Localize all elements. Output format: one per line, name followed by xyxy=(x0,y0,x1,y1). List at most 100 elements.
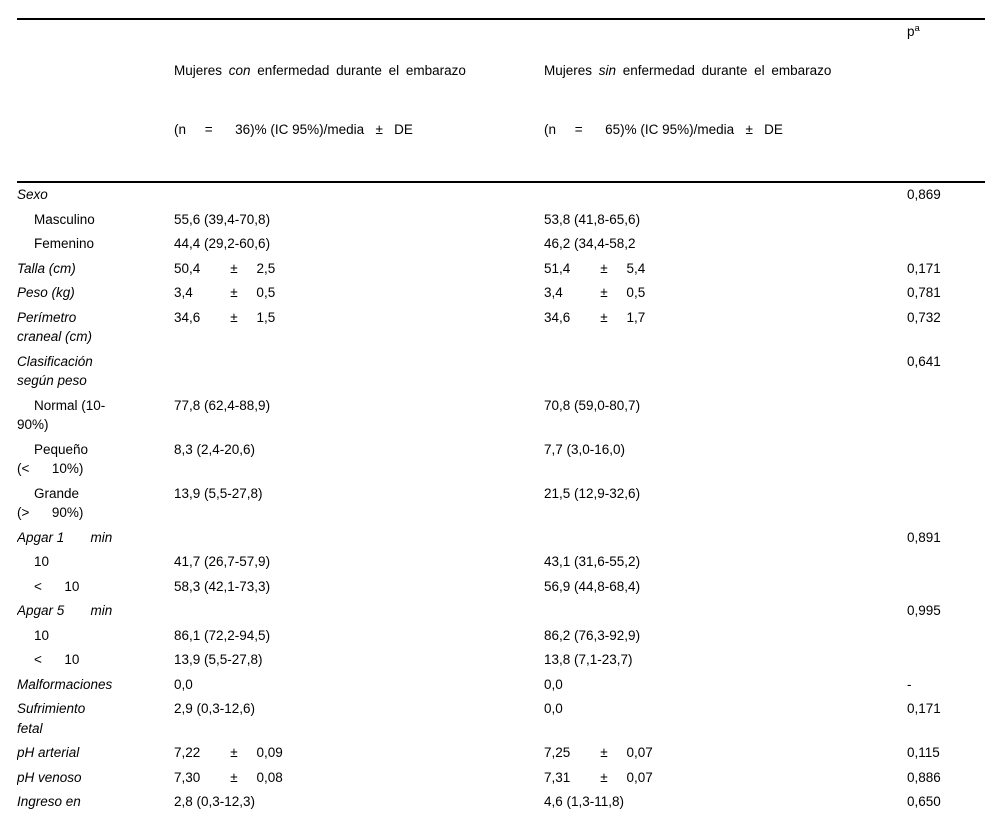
p-value: 0,886 xyxy=(907,769,941,785)
value-sin: 70,8 (59,0-80,7) xyxy=(544,397,641,413)
p-value: 0,891 xyxy=(907,529,941,545)
row-label: < 10 xyxy=(34,652,80,667)
paper-table-page: Mujeres con enfermedad durante el embara… xyxy=(0,18,1000,815)
table-row: 10 41,7 (26,7-57,9) 43,1 (31,6-55,2) xyxy=(17,550,985,575)
value-con: 77,8 (62,4-88,9) xyxy=(174,397,271,413)
row-label: 10 xyxy=(34,627,50,643)
table-row: pH venoso 7,30 ± 0,08 7,31 ± 0,07 0,886 xyxy=(17,766,985,791)
value-sin xyxy=(544,182,907,208)
value-con: 34,6 ± 1,5 xyxy=(174,309,276,325)
table-row: Ingreso en neonatos 2,8 (0,3-12,3) 4,6 (1,… xyxy=(17,790,985,815)
value-sin: 34,6 ± 1,7 xyxy=(544,309,646,325)
table-row: Apgar 5 min 0,995 xyxy=(17,599,985,624)
row-label: pH venoso xyxy=(17,769,82,785)
row-label: Sufrimiento fetal xyxy=(17,701,86,736)
p-value: 0,171 xyxy=(907,701,941,716)
row-label: Masculino xyxy=(34,211,95,227)
header-empty-cell xyxy=(17,19,174,183)
value-sin: 13,8 (7,1-23,7) xyxy=(544,652,633,667)
row-label: Normal (10- 90%) xyxy=(17,397,106,433)
value-con: 2,8 (0,3-12,3) xyxy=(174,794,256,809)
table-row: Talla (cm) 50,4 ± 2,5 51,4 ± 5,4 0,171 xyxy=(17,257,985,282)
value-sin: 46,2 (34,4-58,2 xyxy=(544,236,636,251)
table-row: < 10 58,3 (42,1-73,3) 56,9 (44,8-68,4) xyxy=(17,575,985,600)
header-sin-emphasis: sin xyxy=(598,63,617,78)
row-label: Clasificación según peso xyxy=(17,353,93,389)
header-con-line2: (n = 36)% (IC 95%)/media ± DE xyxy=(174,121,413,137)
row-label: Sexo xyxy=(17,187,48,202)
value-con: 3,4 ± 0,5 xyxy=(174,285,276,300)
row-label: Femenino xyxy=(34,236,95,251)
row-label: Talla (cm) xyxy=(17,260,76,276)
table-row: Masculino 55,6 (39,4-70,8) 53,8 (41,8-65,6… xyxy=(17,208,985,233)
value-con xyxy=(174,182,544,208)
value-con: 55,6 (39,4-70,8) xyxy=(174,211,271,227)
row-label: Grande (> 90%) xyxy=(17,485,84,521)
row-label: Peso (kg) xyxy=(17,285,75,300)
value-sin: 53,8 (41,8-65,6) xyxy=(544,211,641,227)
table-row: pH arterial 7,22 ± 0,09 7,25 ± 0,07 0,115 xyxy=(17,741,985,766)
value-con xyxy=(174,350,544,394)
value-con: 2,9 (0,3-12,6) xyxy=(174,701,256,716)
value-sin: 7,31 ± 0,07 xyxy=(544,769,653,785)
value-sin xyxy=(544,526,907,551)
p-value xyxy=(907,232,985,257)
value-con: 7,22 ± 0,09 xyxy=(174,745,283,760)
row-label: < 10 xyxy=(34,578,80,594)
row-label: Ingreso en neonatos xyxy=(17,794,81,815)
row-label: Perímetro craneal (cm) xyxy=(17,309,93,345)
p-value: 0,171 xyxy=(907,260,941,276)
value-sin: 21,5 (12,9-32,6) xyxy=(544,485,641,501)
p-value xyxy=(907,550,985,575)
p-value xyxy=(907,624,985,649)
table-row: Pequeño (< 10%) 8,3 (2,4-20,6) 7,7 (3,0-16… xyxy=(17,438,985,482)
p-value: 0,641 xyxy=(907,353,941,369)
value-con: 44,4 (29,2-60,6) xyxy=(174,236,271,251)
p-value: 0,115 xyxy=(907,745,940,760)
value-con: 50,4 ± 2,5 xyxy=(174,260,276,276)
p-value: 0,869 xyxy=(907,187,941,202)
value-con: 7,30 ± 0,08 xyxy=(174,769,283,785)
value-sin: 56,9 (44,8-68,4) xyxy=(544,578,641,594)
table-body: Sexo 0,869 Masculino 55,6 (39,4-70,8) 53,8 (… xyxy=(17,182,985,815)
row-label: Apgar 5 min xyxy=(17,603,113,618)
value-con: 86,1 (72,2-94,5) xyxy=(174,627,271,643)
row-label: pH arterial xyxy=(17,745,80,760)
row-label: 10 xyxy=(34,554,50,569)
p-value xyxy=(907,438,985,482)
table-row: Femenino 44,4 (29,2-60,6) 46,2 (34,4-58,2 xyxy=(17,232,985,257)
header-col-con: Mujeres con enfermedad durante el embara… xyxy=(174,19,544,183)
row-label: Pequeño (< 10%) xyxy=(17,441,89,477)
p-value: - xyxy=(907,676,912,692)
table-row: Peso (kg) 3,4 ± 0,5 3,4 ± 0,5 0,781 xyxy=(17,281,985,306)
value-con: 13,9 (5,5-27,8) xyxy=(174,485,263,501)
table-row: 10 86,1 (72,2-94,5) 86,2 (76,3-92,9) xyxy=(17,624,985,649)
p-value xyxy=(907,394,985,438)
table-row: < 10 13,9 (5,5-27,8) 13,8 (7,1-23,7) xyxy=(17,648,985,673)
header-row: Mujeres con enfermedad durante el embara… xyxy=(17,19,985,183)
table-row: Apgar 1 min 0,891 xyxy=(17,526,985,551)
header-con-line1: Mujeres con enfermedad durante el embara… xyxy=(174,63,466,78)
value-sin: 4,6 (1,3-11,8) xyxy=(544,794,625,809)
value-sin: 7,25 ± 0,07 xyxy=(544,745,653,760)
table-row: Sexo 0,869 xyxy=(17,182,985,208)
table-row: Sufrimiento fetal 2,9 (0,3-12,6) 0,0 0,171 xyxy=(17,697,985,741)
p-value: 0,781 xyxy=(907,285,941,300)
value-sin: 7,7 (3,0-16,0) xyxy=(544,441,626,457)
value-con: 8,3 (2,4-20,6) xyxy=(174,441,256,457)
p-value xyxy=(907,208,985,233)
p-value: 0,732 xyxy=(907,309,941,325)
p-value xyxy=(907,648,985,673)
table-row: Perímetro craneal (cm) 34,6 ± 1,5 34,6 ± 1… xyxy=(17,306,985,350)
table-row: Grande (> 90%) 13,9 (5,5-27,8) 21,5 (12,9-… xyxy=(17,482,985,526)
value-sin xyxy=(544,350,907,394)
p-value xyxy=(907,482,985,526)
header-sin-line1: Mujeres sin enfermedad durante el embara… xyxy=(544,63,832,78)
row-label: Malformaciones xyxy=(17,676,113,692)
table-row: Clasificación según peso 0,641 xyxy=(17,350,985,394)
p-superscript: a xyxy=(914,23,920,34)
value-con: 58,3 (42,1-73,3) xyxy=(174,578,271,594)
value-sin xyxy=(544,599,907,624)
value-sin: 0,0 xyxy=(544,701,563,716)
value-sin: 0,0 xyxy=(544,676,563,692)
